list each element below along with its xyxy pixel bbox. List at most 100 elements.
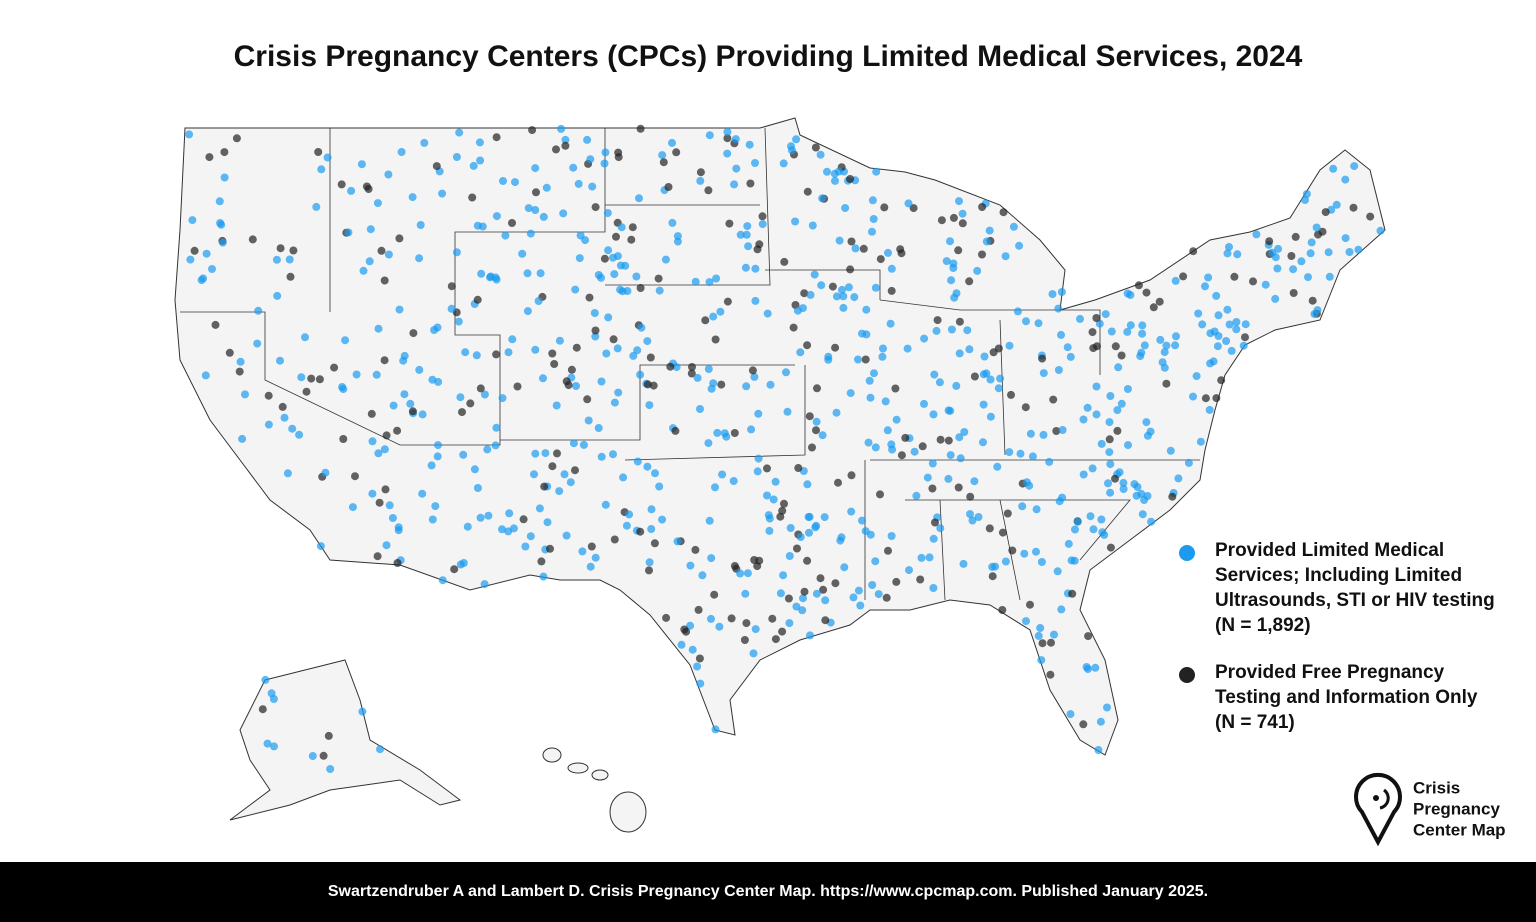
center-dot: [1138, 510, 1147, 519]
center-dot: [1037, 656, 1046, 665]
center-dot: [1143, 492, 1152, 500]
center-dot: [705, 131, 714, 140]
center-dot: [831, 176, 839, 185]
center-dot: [1206, 359, 1215, 368]
center-dot: [792, 602, 801, 611]
center-dot: [936, 524, 945, 533]
center-dot: [808, 443, 816, 452]
center-dot: [536, 269, 545, 278]
center-dot: [324, 731, 333, 740]
center-dot: [235, 367, 244, 376]
center-dot: [742, 619, 751, 628]
center-dot: [717, 380, 726, 389]
center-dot: [463, 522, 472, 531]
center-dot: [876, 490, 884, 499]
center-dot: [1206, 329, 1215, 338]
center-dot: [1149, 303, 1158, 312]
center-dot: [704, 365, 713, 373]
center-dot: [786, 524, 795, 532]
center-dot: [476, 384, 485, 393]
center-dot: [1064, 539, 1073, 548]
center-dot: [696, 168, 705, 177]
center-dot: [1138, 321, 1147, 330]
center-dot: [1038, 354, 1047, 363]
center-dot: [849, 593, 858, 602]
center-dot: [395, 234, 404, 243]
center-dot: [632, 272, 641, 281]
center-dot: [623, 287, 632, 295]
legend-label: (N = 741): [1215, 712, 1295, 733]
center-dot: [1050, 630, 1058, 639]
center-dot: [799, 594, 807, 603]
center-dot: [982, 369, 991, 378]
center-dot: [1106, 392, 1115, 400]
center-dot: [636, 124, 645, 133]
center-dot: [459, 450, 468, 459]
center-dot: [473, 295, 482, 304]
center-dot: [509, 524, 518, 533]
center-dot: [979, 400, 988, 409]
center-dot: [381, 485, 390, 494]
center-dot: [901, 433, 910, 442]
center-dot: [373, 552, 382, 561]
center-dot: [645, 566, 653, 575]
center-dot: [887, 532, 896, 540]
center-dot: [366, 225, 375, 234]
center-dot: [591, 203, 600, 212]
center-dot: [725, 219, 734, 228]
center-dot: [1107, 327, 1116, 336]
center-dot: [542, 183, 551, 192]
center-dot: [887, 286, 896, 295]
center-dot: [741, 263, 750, 272]
center-dot: [555, 336, 564, 345]
center-dot: [276, 356, 284, 365]
center-dot: [796, 348, 805, 357]
center-dot: [782, 368, 790, 377]
center-dot: [729, 477, 738, 485]
center-dot: [780, 499, 788, 508]
center-dot: [858, 329, 866, 338]
center-dot: [1273, 264, 1282, 273]
center-dot: [923, 473, 932, 482]
center-dot: [431, 502, 440, 511]
center-dot: [373, 199, 382, 208]
center-dot: [576, 231, 585, 240]
center-dot: [1013, 307, 1022, 316]
center-dot: [511, 178, 519, 187]
center-dot: [1113, 406, 1122, 415]
center-dot: [1126, 321, 1135, 330]
center-dot: [1026, 600, 1034, 609]
center-dot: [965, 277, 974, 286]
center-dot: [633, 457, 642, 466]
center-dot: [248, 235, 257, 244]
center-dot: [415, 254, 424, 263]
center-dot: [389, 401, 398, 410]
center-dot: [1184, 458, 1193, 467]
center-dot: [806, 290, 815, 299]
center-dot: [1189, 392, 1197, 401]
center-dot: [709, 379, 718, 388]
center-dot: [382, 431, 391, 440]
center-dot: [705, 516, 714, 525]
center-dot: [597, 452, 606, 461]
center-dot: [748, 366, 757, 375]
center-dot: [1022, 317, 1030, 326]
center-dot: [658, 151, 667, 160]
center-dot: [1003, 509, 1012, 518]
center-dot: [810, 270, 819, 279]
center-dot: [811, 523, 820, 532]
center-dot: [531, 345, 540, 354]
center-dot: [1172, 332, 1180, 341]
center-dot: [704, 186, 713, 195]
center-dot: [929, 410, 938, 419]
center-dot: [1076, 314, 1084, 323]
center-dot: [723, 297, 732, 306]
center-dot: [887, 264, 896, 273]
center-dot: [590, 309, 599, 317]
center-dot: [747, 425, 756, 434]
center-dot: [861, 355, 870, 364]
center-dot: [560, 470, 569, 479]
center-dot: [686, 561, 695, 570]
center-dot: [868, 196, 877, 205]
center-dot: [1232, 325, 1241, 334]
